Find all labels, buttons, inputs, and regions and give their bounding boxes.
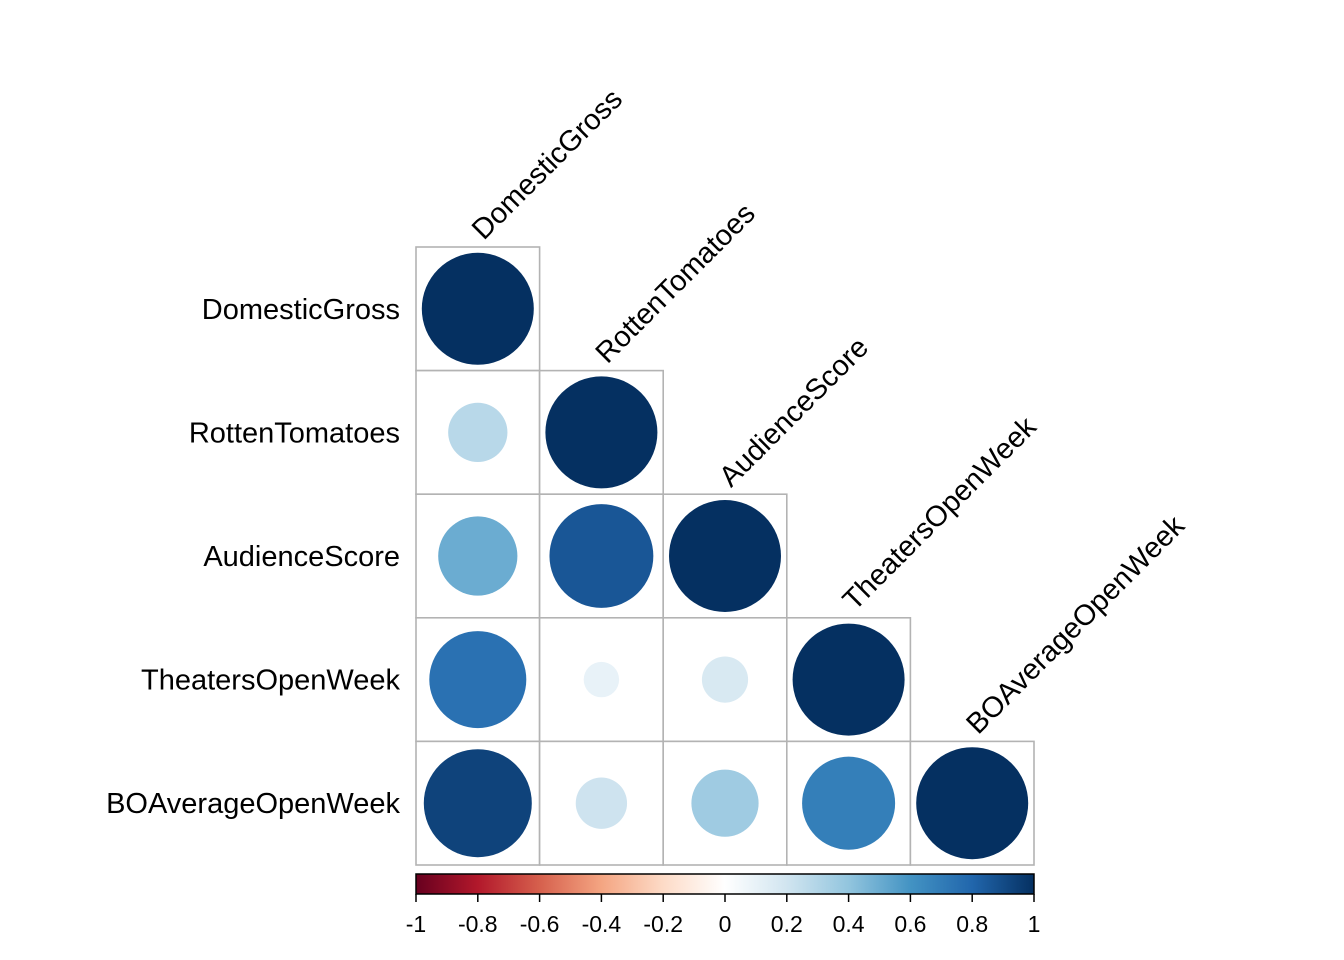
row-label: DomesticGross bbox=[202, 294, 400, 326]
colorbar-tick-label: -0.4 bbox=[582, 911, 622, 937]
correlation-circle bbox=[669, 500, 781, 612]
colorbar-tick-label: 0.8 bbox=[956, 911, 988, 937]
row-labels: DomesticGross RottenTomatoes AudienceScore… bbox=[106, 294, 400, 820]
colorbar-tick-label: -0.6 bbox=[520, 911, 560, 937]
colorbar-tick-label: -1 bbox=[406, 911, 426, 937]
colorbar: -1 -0.8 -0.6 -0.4 -0.2 0 0.2 0.4 0.6 0.8 1 bbox=[406, 873, 1041, 937]
column-label: BOAverageOpenWeek bbox=[961, 510, 1192, 741]
correlation-circle bbox=[916, 747, 1029, 860]
correlation-circle bbox=[438, 516, 518, 596]
colorbar-tick-label: 0.2 bbox=[771, 911, 803, 937]
colorbar-ticks: -1 -0.8 -0.6 -0.4 -0.2 0 0.2 0.4 0.6 0.8 1 bbox=[406, 894, 1041, 937]
correlation-circle bbox=[421, 252, 534, 365]
row-label: RottenTomatoes bbox=[189, 417, 400, 449]
column-label: DomesticGross bbox=[466, 83, 629, 246]
row-label: BOAverageOpenWeek bbox=[106, 788, 400, 820]
correlation-circle bbox=[701, 656, 749, 703]
colorbar-tick-label: 0 bbox=[719, 911, 732, 937]
column-label: RottenTomatoes bbox=[590, 198, 762, 370]
correlation-circle bbox=[792, 623, 905, 736]
correlation-circle bbox=[423, 749, 532, 858]
colorbar-tick-label: 1 bbox=[1028, 911, 1041, 937]
row-label: TheatersOpenWeek bbox=[141, 665, 400, 697]
correlation-circle bbox=[549, 504, 654, 608]
row-label: AudienceScore bbox=[203, 541, 400, 573]
colorbar-tick-label: 0.6 bbox=[894, 911, 926, 937]
colorbar-tick-label: 0.4 bbox=[833, 911, 865, 937]
colorbar-tick-label: -0.8 bbox=[458, 911, 498, 937]
correlation-circle bbox=[448, 402, 508, 463]
matrix-cells bbox=[415, 246, 1035, 866]
correlation-circle bbox=[583, 661, 620, 698]
colorbar-tick-label: -0.2 bbox=[643, 911, 683, 937]
correlation-circle bbox=[691, 769, 759, 837]
correlation-circle bbox=[429, 631, 527, 729]
correlation-circle bbox=[575, 777, 628, 829]
colorbar-gradient bbox=[415, 873, 1035, 895]
correlation-circle bbox=[802, 756, 896, 850]
cell-3-1 bbox=[538, 616, 664, 743]
column-label: TheatersOpenWeek bbox=[837, 411, 1043, 617]
column-label: AudienceScore bbox=[713, 331, 875, 493]
correlation-circle bbox=[545, 376, 658, 489]
